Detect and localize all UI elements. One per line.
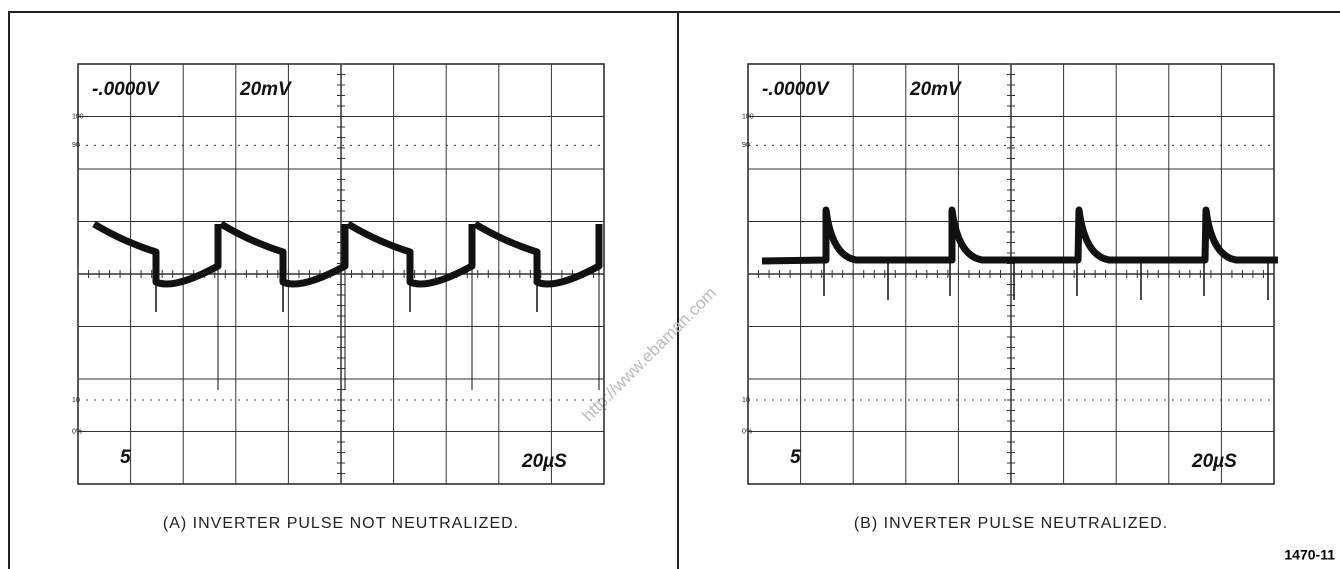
readout-left: -.0000V (92, 79, 160, 100)
scale-label: 10 (742, 397, 750, 404)
readout-left: -.0000V (762, 79, 830, 100)
channel: 5 (120, 447, 131, 468)
channel: 5 (790, 447, 801, 468)
scale-label: 100 (72, 113, 84, 120)
figure-number: 1470-11 (1284, 547, 1335, 563)
timebase: 20µS (1191, 451, 1237, 472)
timebase: 20µS (521, 451, 567, 472)
readout-right: 20mV (239, 79, 292, 100)
caption: (A) INVERTER PULSE NOT NEUTRALIZED. (163, 515, 519, 532)
scale-label: 0% (742, 428, 752, 435)
scale-label: 90 (742, 142, 750, 149)
caption: (B) INVERTER PULSE NEUTRALIZED. (854, 515, 1168, 532)
scale-label: 10 (72, 397, 80, 404)
readout-right: 20mV (909, 79, 962, 100)
scale-label: 100 (742, 113, 754, 120)
scale-label: 0% (72, 428, 82, 435)
scale-label: 90 (72, 142, 80, 149)
figure: 1470-11 http://www.ebaman.com 10090100%-… (0, 0, 1340, 569)
